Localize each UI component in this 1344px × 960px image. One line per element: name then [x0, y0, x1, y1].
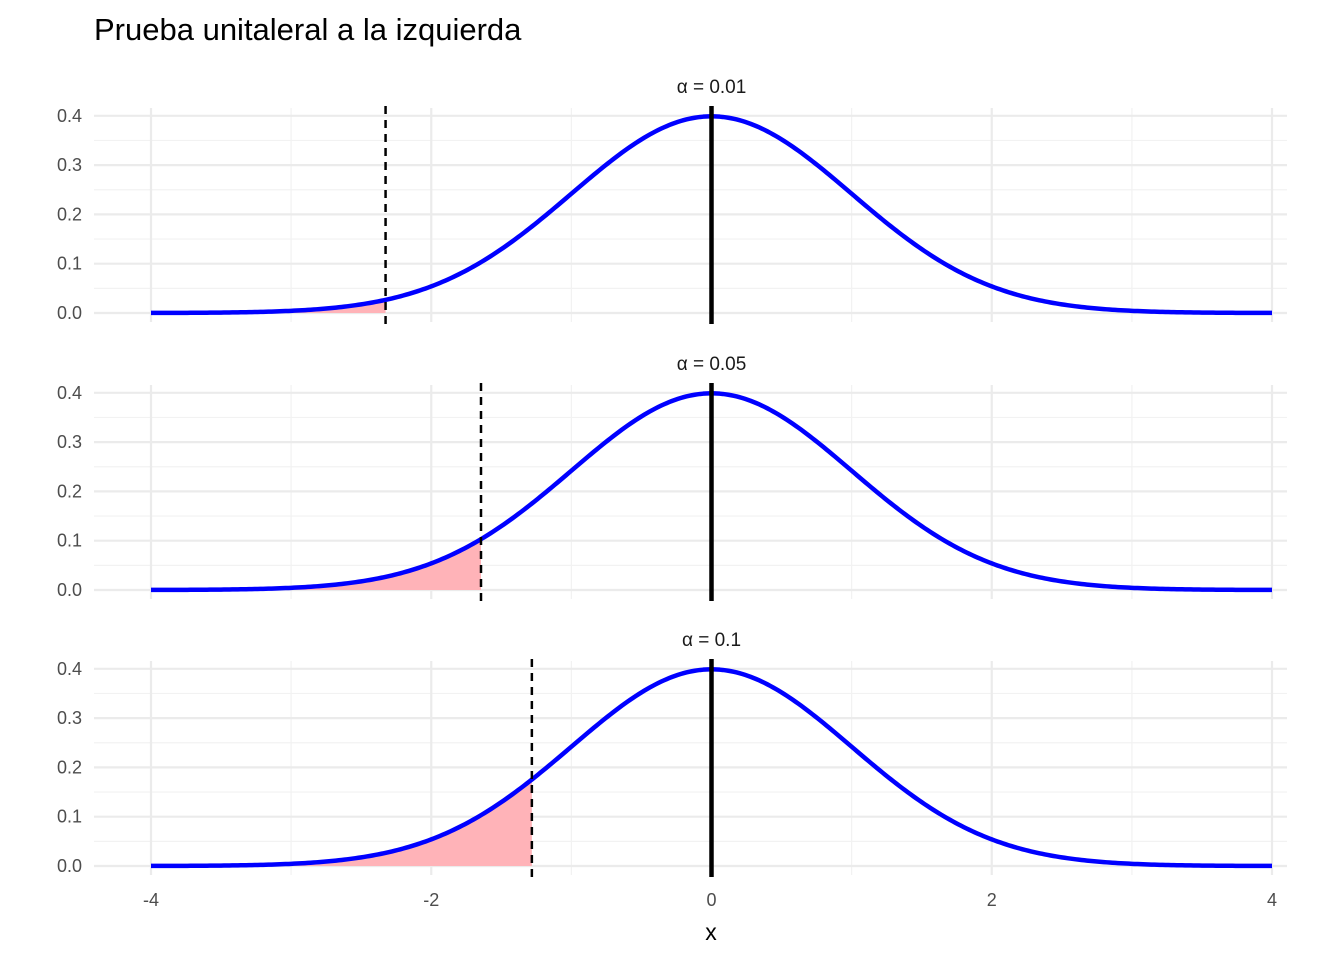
strip-label: α = 0.05	[677, 354, 747, 375]
chart-title: Prueba unitaleral a la izquierda	[94, 12, 522, 47]
y-tick-label: 0.4	[57, 383, 82, 403]
y-tick-label: 0.4	[57, 106, 82, 126]
x-tick-label: 0	[706, 890, 716, 910]
panel-3: 0.0 0.1 0.2 0.3 0.4 α = 0.1	[57, 630, 1287, 877]
y-tick-label: 0.2	[57, 481, 82, 501]
rejection-area	[151, 779, 532, 866]
y-tick-label: 0.3	[57, 432, 82, 452]
y-tick-label: 0.3	[57, 155, 82, 175]
panel-1: 0.0 0.1 0.2 0.3 0.4 α = 0.01	[57, 77, 1287, 324]
panels: 0.0 0.1 0.2 0.3 0.4 α = 0.01 0.0 0.1 0.2 0.3 0.4 α …	[57, 77, 1287, 877]
y-tick-label: 0.1	[57, 254, 82, 274]
x-tick-label: -4	[143, 890, 159, 910]
y-tick-label: 0.0	[57, 856, 82, 876]
panel-2: 0.0 0.1 0.2 0.3 0.4 α = 0.05	[57, 354, 1287, 601]
y-tick-label: 0.0	[57, 303, 82, 323]
strip-label: α = 0.01	[677, 77, 747, 98]
y-tick-label: 0.2	[57, 204, 82, 224]
y-tick-label: 0.1	[57, 531, 82, 551]
rejection-area	[151, 539, 481, 590]
y-tick-label: 0.1	[57, 807, 82, 827]
x-tick-label: -2	[423, 890, 439, 910]
y-tick-label: 0.3	[57, 708, 82, 728]
x-tick-label: 2	[987, 890, 997, 910]
x-tick-label: 4	[1267, 890, 1277, 910]
x-axis-label: x	[705, 919, 717, 945]
x-axis: -4 -2 0 2 4	[143, 890, 1277, 910]
y-tick-label: 0.2	[57, 757, 82, 777]
y-tick-label: 0.0	[57, 580, 82, 600]
y-tick-label: 0.4	[57, 659, 82, 679]
strip-label: α = 0.1	[682, 630, 741, 651]
